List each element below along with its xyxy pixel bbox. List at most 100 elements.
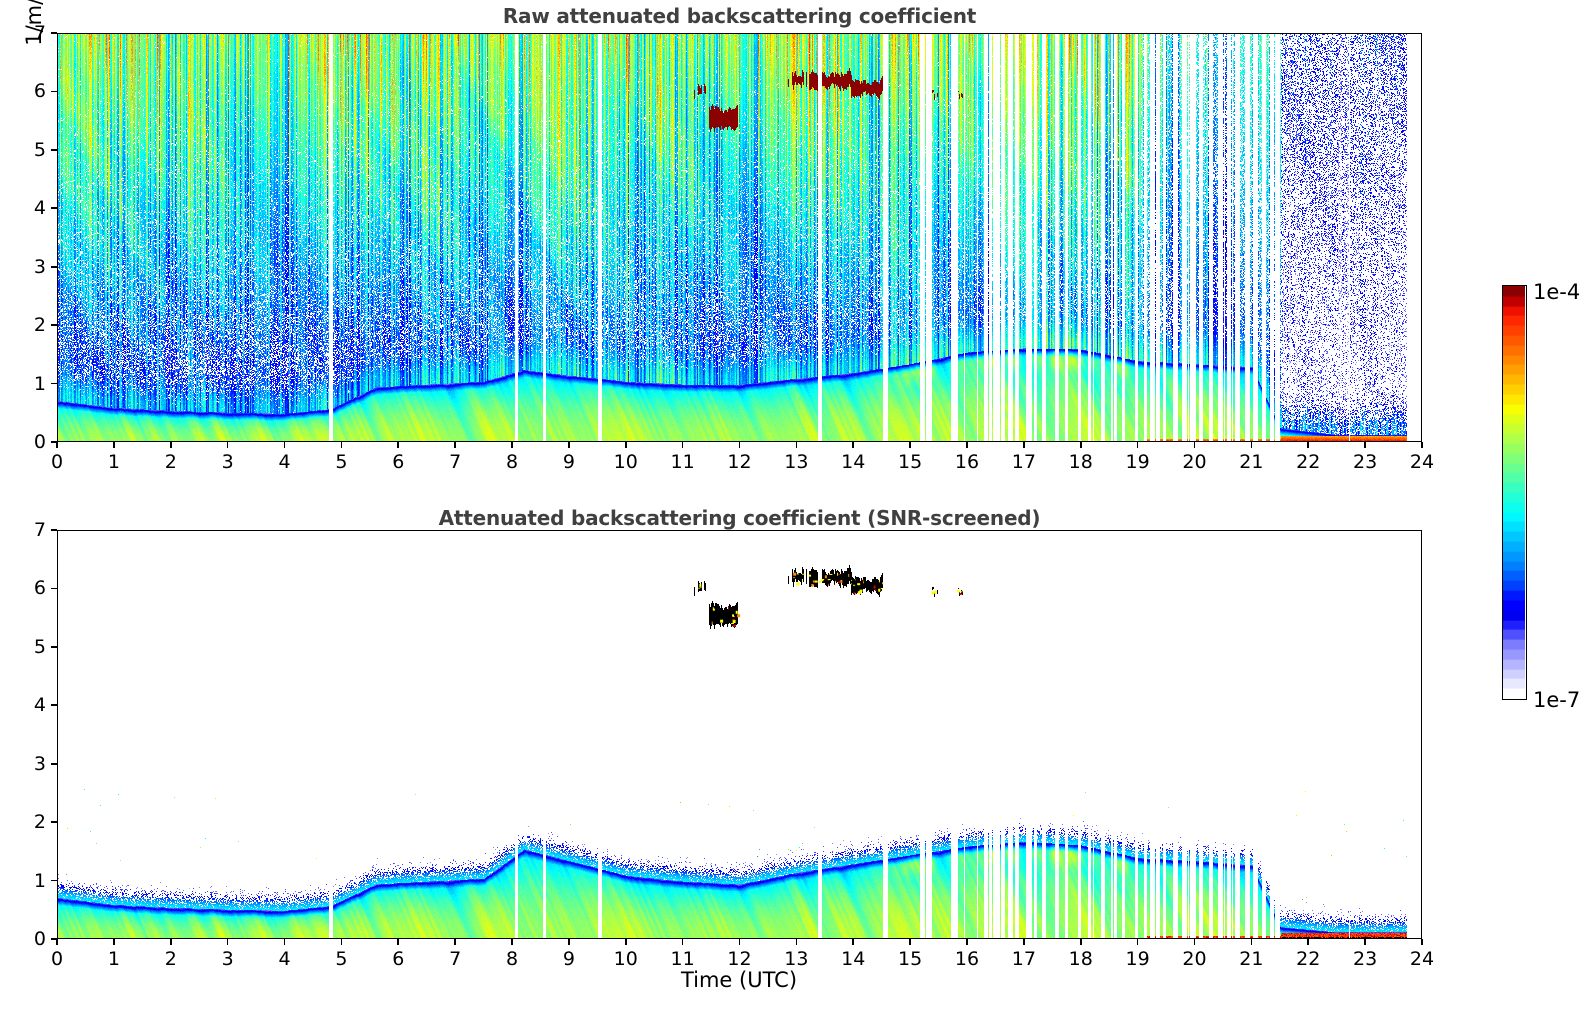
x-tick bbox=[1023, 939, 1025, 945]
x-tick-label: 4 bbox=[278, 948, 291, 970]
x-tick-label: 11 bbox=[670, 948, 695, 970]
x-tick bbox=[397, 939, 400, 945]
x-tick bbox=[454, 939, 456, 945]
x-tick bbox=[568, 939, 570, 945]
x-tick-label: 22 bbox=[1296, 948, 1321, 970]
screened-x-axis-title: Time (UTC) bbox=[680, 968, 798, 992]
x-tick bbox=[1250, 442, 1253, 448]
x-tick bbox=[624, 442, 627, 448]
y-tick-label: 3 bbox=[33, 752, 46, 775]
x-tick-label: 11 bbox=[670, 451, 695, 473]
x-tick-label: 6 bbox=[392, 948, 405, 970]
x-tick bbox=[454, 442, 456, 448]
y-tick-label: 1 bbox=[33, 869, 46, 892]
x-tick bbox=[56, 442, 58, 448]
x-tick-label: 12 bbox=[727, 451, 752, 473]
x-tick bbox=[397, 442, 400, 448]
y-tick-label: 7 bbox=[33, 22, 46, 44]
x-tick-label: 1 bbox=[107, 451, 120, 473]
x-tick bbox=[340, 939, 343, 945]
x-tick bbox=[1079, 939, 1082, 945]
x-tick-label: 18 bbox=[1068, 451, 1093, 473]
x-tick bbox=[852, 939, 855, 945]
x-tick bbox=[1364, 442, 1366, 448]
x-tick bbox=[1307, 939, 1310, 945]
x-tick-label: 9 bbox=[562, 451, 575, 473]
x-tick-label: 5 bbox=[335, 451, 348, 473]
y-tick bbox=[51, 324, 57, 326]
x-tick-label: 19 bbox=[1125, 451, 1150, 473]
x-tick-label: 19 bbox=[1125, 948, 1150, 970]
x-tick bbox=[226, 442, 229, 448]
x-tick-label: 18 bbox=[1068, 948, 1093, 970]
colorbar-unit-title: 1/m/sr bbox=[21, 0, 46, 46]
y-tick bbox=[51, 587, 57, 590]
x-tick-label: 24 bbox=[1409, 451, 1435, 473]
x-tick-label: 6 bbox=[392, 451, 405, 473]
y-tick bbox=[51, 704, 57, 707]
y-tick bbox=[51, 90, 57, 93]
x-tick bbox=[681, 442, 684, 448]
x-tick bbox=[226, 939, 229, 945]
x-tick bbox=[1421, 442, 1423, 448]
y-tick-label: 5 bbox=[33, 635, 46, 658]
x-tick-label: 0 bbox=[50, 451, 64, 473]
y-tick-label: 1 bbox=[33, 372, 46, 395]
panel-title-screened: Attenuated backscattering coefficient (S… bbox=[438, 506, 1041, 530]
x-tick-label: 0 bbox=[50, 948, 64, 970]
x-tick-label: 14 bbox=[841, 948, 866, 970]
x-tick bbox=[1250, 939, 1253, 945]
x-tick bbox=[113, 939, 115, 945]
x-tick-label: 17 bbox=[1011, 451, 1036, 473]
x-tick-label: 20 bbox=[1182, 451, 1207, 473]
x-tick bbox=[56, 939, 58, 945]
x-tick bbox=[795, 442, 798, 448]
x-tick-label: 21 bbox=[1239, 451, 1264, 473]
screened-backscatter-plot-area bbox=[57, 530, 1422, 939]
colorbar-max-label: 1e-4 bbox=[1533, 280, 1581, 304]
y-tick-label: 4 bbox=[33, 694, 46, 717]
x-tick-label: 17 bbox=[1011, 948, 1036, 970]
x-tick bbox=[795, 939, 798, 945]
x-tick bbox=[568, 442, 570, 448]
y-tick bbox=[51, 821, 57, 823]
x-tick-label: 7 bbox=[449, 451, 462, 473]
x-tick-label: 1 bbox=[107, 948, 120, 970]
x-tick bbox=[1193, 939, 1196, 945]
y-tick bbox=[51, 762, 57, 765]
y-tick-label: 2 bbox=[33, 314, 46, 337]
x-tick bbox=[738, 939, 741, 945]
x-tick bbox=[681, 939, 684, 945]
x-tick-label: 8 bbox=[505, 451, 519, 473]
x-tick-label: 23 bbox=[1353, 948, 1378, 970]
x-tick-label: 16 bbox=[954, 948, 980, 970]
x-tick-label: 15 bbox=[898, 948, 923, 970]
raw-heatmap-canvas bbox=[58, 34, 1421, 441]
x-tick bbox=[852, 442, 855, 448]
screened-heatmap-canvas bbox=[58, 531, 1421, 938]
y-tick bbox=[51, 207, 57, 210]
x-tick bbox=[283, 442, 286, 448]
x-tick bbox=[169, 442, 172, 448]
x-tick-label: 3 bbox=[221, 948, 234, 970]
x-tick-label: 20 bbox=[1182, 948, 1207, 970]
raw-backscatter-plot-area bbox=[57, 33, 1422, 442]
x-tick bbox=[1193, 442, 1196, 448]
x-tick-label: 23 bbox=[1353, 451, 1378, 473]
x-tick bbox=[966, 442, 968, 448]
x-tick-label: 21 bbox=[1239, 948, 1264, 970]
x-tick-label: 8 bbox=[505, 948, 519, 970]
y-tick bbox=[51, 646, 57, 648]
x-tick bbox=[511, 442, 513, 448]
y-tick bbox=[51, 938, 57, 940]
y-tick-label: 2 bbox=[33, 811, 46, 834]
y-tick-label: 6 bbox=[33, 577, 46, 600]
y-tick bbox=[51, 265, 57, 268]
x-tick bbox=[511, 939, 513, 945]
y-tick-label: 7 bbox=[33, 519, 46, 541]
x-tick bbox=[966, 939, 968, 945]
panel-title-raw: Raw attenuated backscattering coefficien… bbox=[502, 4, 977, 28]
x-tick bbox=[1136, 939, 1139, 945]
x-tick bbox=[624, 939, 627, 945]
x-tick bbox=[1023, 442, 1025, 448]
